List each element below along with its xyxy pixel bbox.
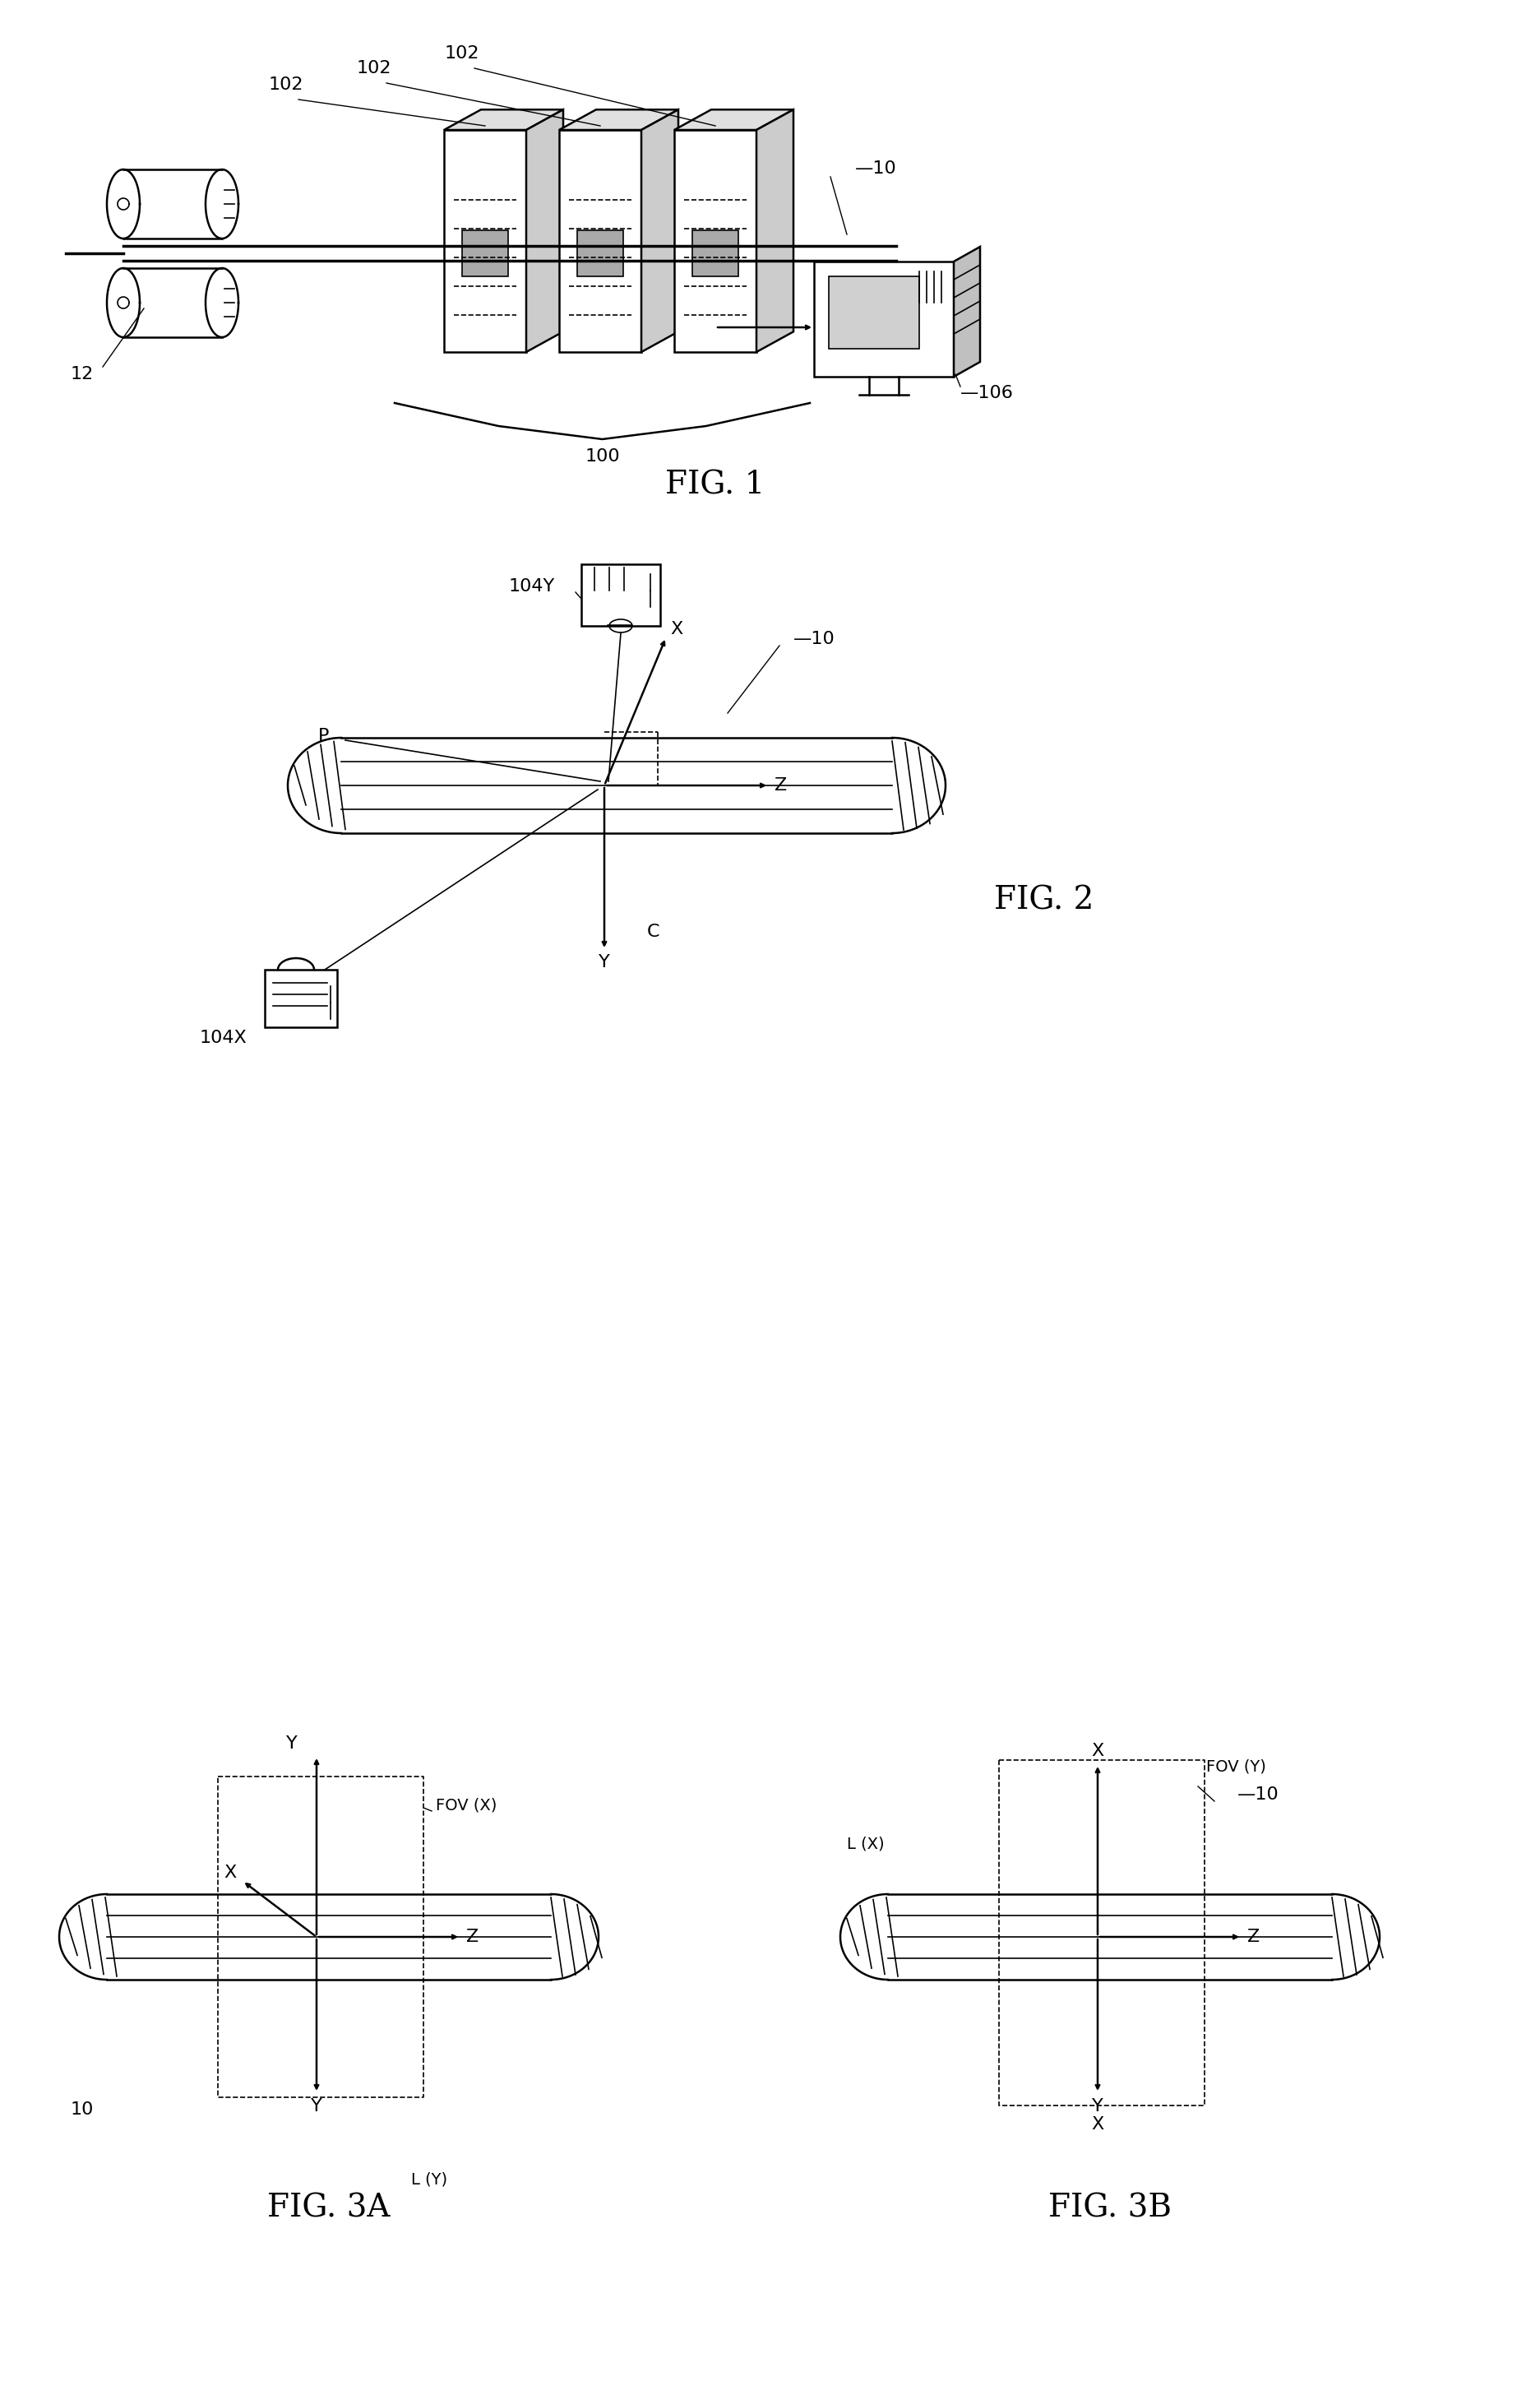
Bar xyxy=(829,275,919,350)
Bar xyxy=(578,230,622,275)
Text: C: C xyxy=(647,924,659,941)
Text: FIG. 3A: FIG. 3A xyxy=(268,2194,390,2223)
Text: L (X): L (X) xyxy=(847,1837,884,1851)
Text: X: X xyxy=(670,620,682,637)
Bar xyxy=(581,565,659,625)
Text: —10: —10 xyxy=(793,630,835,647)
Text: Y: Y xyxy=(286,1736,297,1751)
Text: —10: —10 xyxy=(1237,1787,1278,1803)
Text: X: X xyxy=(1090,2117,1103,2132)
Text: Y: Y xyxy=(311,2098,322,2115)
Polygon shape xyxy=(641,110,678,352)
Text: P: P xyxy=(317,728,328,745)
Polygon shape xyxy=(675,110,793,129)
Text: 102: 102 xyxy=(268,77,303,93)
Text: FOV (Y): FOV (Y) xyxy=(1206,1758,1266,1775)
Polygon shape xyxy=(527,110,564,352)
Polygon shape xyxy=(444,110,564,129)
Text: Z: Z xyxy=(1247,1928,1260,1945)
Polygon shape xyxy=(559,129,641,352)
Text: —106: —106 xyxy=(959,386,1013,402)
Text: 104Y: 104Y xyxy=(508,577,554,594)
Text: FOV (X): FOV (X) xyxy=(436,1799,497,1813)
Polygon shape xyxy=(675,129,756,352)
Text: 102: 102 xyxy=(356,60,391,77)
Text: 100: 100 xyxy=(585,448,619,465)
Text: Z: Z xyxy=(467,1928,479,1945)
Text: 104X: 104X xyxy=(199,1030,246,1047)
Text: Y: Y xyxy=(599,953,610,970)
Text: X: X xyxy=(223,1866,236,1880)
Text: L (Y): L (Y) xyxy=(411,2172,447,2187)
Polygon shape xyxy=(444,129,527,352)
Text: —10: —10 xyxy=(855,160,896,177)
Bar xyxy=(813,261,953,376)
Bar xyxy=(265,970,337,1027)
Text: 10: 10 xyxy=(71,2100,94,2117)
Polygon shape xyxy=(953,247,979,376)
Text: FIG. 3B: FIG. 3B xyxy=(1047,2194,1170,2223)
Bar xyxy=(691,230,738,275)
Text: 102: 102 xyxy=(445,46,479,62)
Text: 12: 12 xyxy=(71,366,94,383)
Text: Z: Z xyxy=(775,778,787,793)
Text: FIG. 2: FIG. 2 xyxy=(993,886,1093,915)
Polygon shape xyxy=(559,110,678,129)
Polygon shape xyxy=(756,110,793,352)
Text: X: X xyxy=(1090,1744,1103,1760)
Text: FIG. 1: FIG. 1 xyxy=(665,469,765,501)
Text: Y: Y xyxy=(1092,2098,1103,2115)
Bar xyxy=(462,230,508,275)
